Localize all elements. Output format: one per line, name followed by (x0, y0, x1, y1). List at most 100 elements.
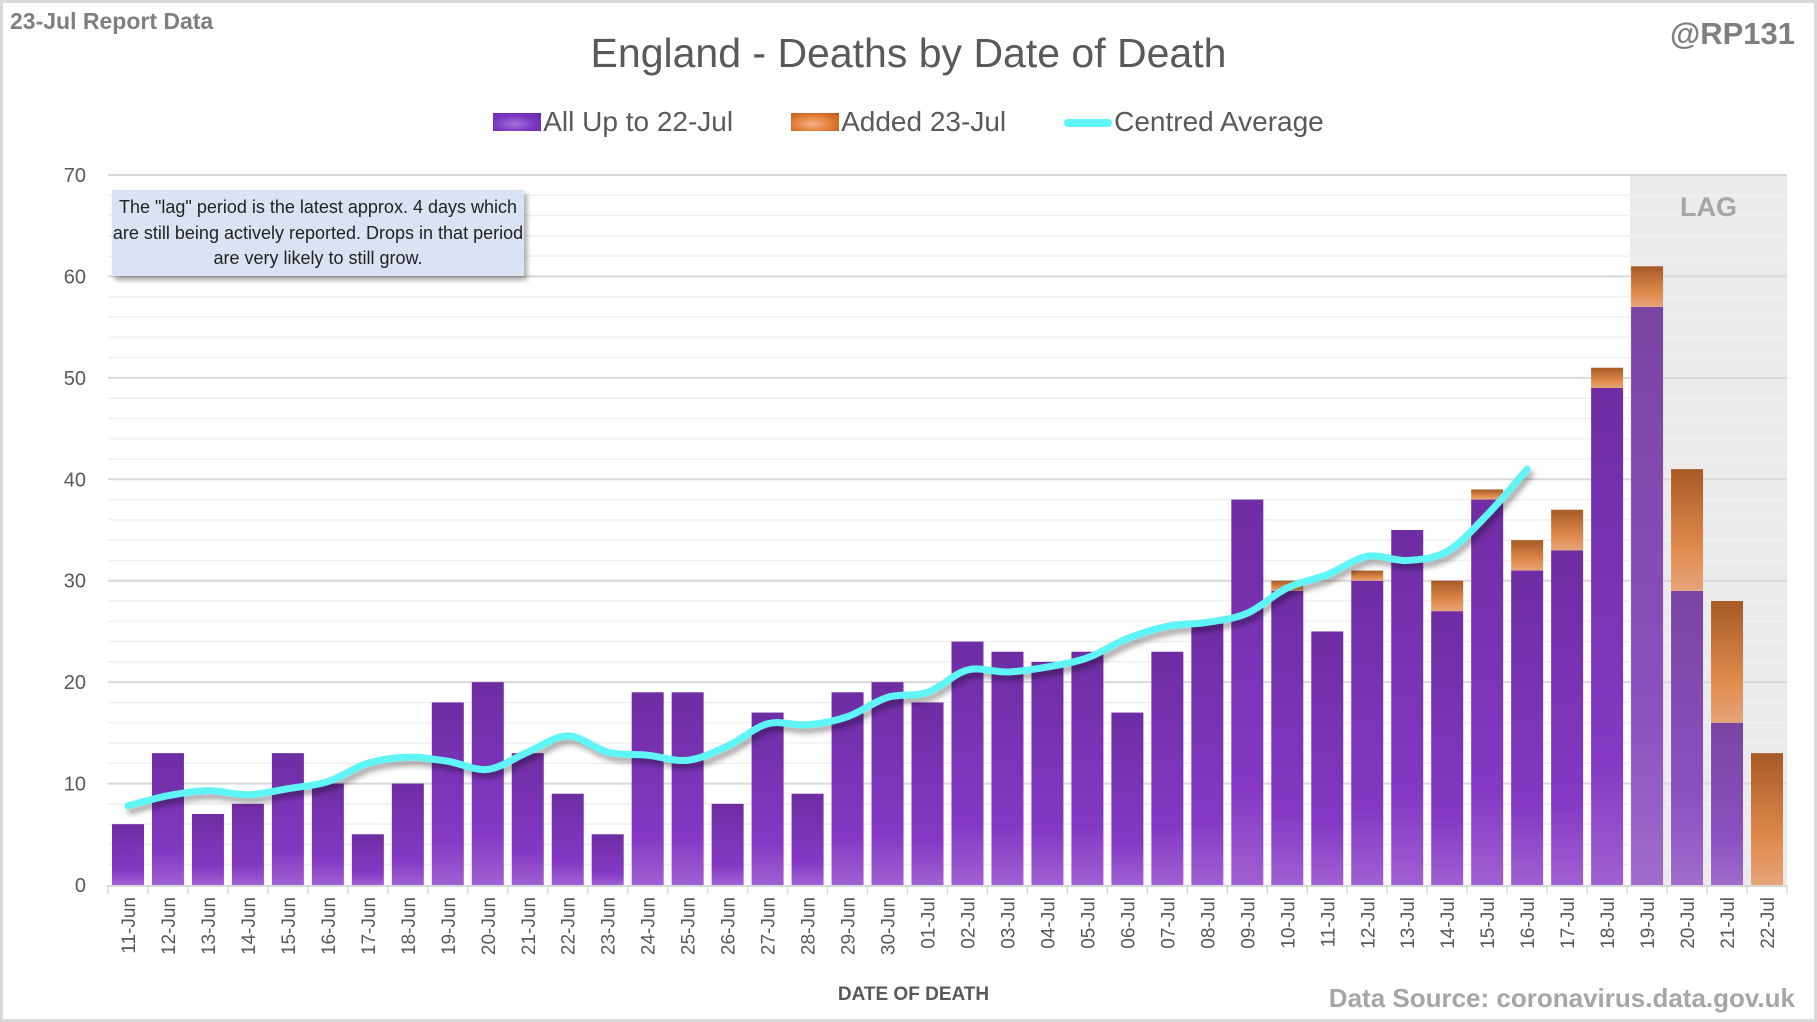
bar-all-up-to (1391, 530, 1424, 885)
bar-all-up-to (1311, 631, 1344, 885)
x-tick-label: 13-Jun (199, 897, 220, 955)
bar-added (1631, 266, 1664, 307)
legend-swatch-purple-icon (493, 113, 542, 131)
bar-all-up-to (1671, 590, 1704, 885)
x-tick-label: 09-Jul (1238, 897, 1259, 949)
bar-added (1511, 540, 1544, 571)
x-tick-label: 04-Jul (1038, 897, 1059, 949)
x-tick-label: 16-Jun (319, 897, 340, 955)
chart-title: England - Deaths by Date of Death (590, 30, 1227, 76)
x-tick-label: 08-Jul (1198, 897, 1219, 949)
x-tick-label: 02-Jul (958, 897, 979, 949)
bar-all-up-to (1231, 499, 1264, 885)
bar-all-up-to (1591, 388, 1624, 885)
legend-item-added: Added 23-Jul (791, 106, 1006, 138)
report-date-tag: 23-Jul Report Data (10, 8, 214, 34)
x-tick-label: 12-Jun (159, 897, 180, 955)
legend: All Up to 22-Jul Added 23-Jul Centred Av… (0, 106, 1817, 138)
y-tick-label: 70 (64, 165, 86, 187)
x-tick-label: 29-Jun (839, 897, 860, 955)
bar-all-up-to (671, 692, 704, 885)
bar-added (1711, 601, 1744, 723)
x-tick-label: 20-Jul (1678, 897, 1699, 949)
x-tick-label: 18-Jun (399, 897, 420, 955)
x-tick-label: 22-Jun (559, 897, 580, 955)
x-tick-label: 26-Jun (719, 897, 740, 955)
centred-average-line (124, 465, 1531, 810)
x-tick-label: 10-Jul (1278, 897, 1299, 949)
x-tick-label: 03-Jul (998, 897, 1019, 949)
bar-all-up-to (751, 712, 784, 885)
bar-all-up-to (511, 753, 544, 885)
x-tick-label: 13-Jul (1398, 897, 1419, 949)
bar-all-up-to (1111, 712, 1144, 885)
bar-all-up-to (1631, 306, 1664, 885)
bar-all-up-to (831, 692, 864, 885)
bar-added (1351, 570, 1384, 581)
bar-all-up-to (111, 824, 144, 885)
bar-all-up-to (711, 803, 744, 885)
bar-all-up-to (271, 753, 304, 885)
x-tick-label: 28-Jun (799, 897, 820, 955)
x-tick-label: 23-Jun (599, 897, 620, 955)
bar-added (1671, 469, 1704, 591)
y-tick-label: 10 (64, 774, 86, 796)
bar-all-up-to (351, 834, 384, 885)
bar-all-up-to (471, 682, 504, 885)
legend-label: Centred Average (1114, 106, 1324, 137)
bar-all-up-to (311, 783, 344, 885)
x-tick-label: 14-Jul (1438, 897, 1459, 949)
bar-added (1751, 753, 1784, 885)
bar-all-up-to (1511, 570, 1544, 885)
legend-label: Added 23-Jul (841, 106, 1007, 137)
y-tick-label: 60 (64, 266, 86, 288)
bar-all-up-to (791, 793, 824, 885)
bar-all-up-to (631, 692, 664, 885)
legend-line-cyan-icon (1064, 119, 1113, 127)
x-tick-label: 17-Jun (359, 897, 380, 955)
bar-all-up-to (991, 651, 1024, 885)
bar-added (1471, 489, 1504, 500)
x-tick-label: 05-Jul (1078, 897, 1099, 949)
y-tick-label: 20 (64, 672, 86, 694)
bar-all-up-to (191, 814, 224, 885)
bar-all-up-to (1271, 590, 1304, 885)
x-tick-label: 16-Jul (1518, 897, 1539, 949)
x-tick-label: 15-Jul (1478, 897, 1499, 949)
bar-all-up-to (591, 834, 624, 885)
lag-note-box: The "lag" period is the latest approx. 4… (112, 190, 524, 276)
bar-all-up-to (1431, 611, 1464, 885)
y-tick-label: 40 (64, 469, 86, 491)
x-tick-label: 22-Jul (1758, 897, 1779, 949)
x-tick-label: 17-Jul (1558, 897, 1579, 949)
bar-all-up-to (1711, 722, 1744, 885)
bar-all-up-to (1031, 661, 1064, 885)
x-tick-label: 30-Jun (879, 897, 900, 955)
legend-item-average: Centred Average (1064, 106, 1324, 138)
bar-all-up-to (391, 783, 424, 885)
x-tick-label: 21-Jun (519, 897, 540, 955)
bar-added (1551, 509, 1584, 551)
legend-label: All Up to 22-Jul (543, 106, 734, 137)
x-tick-label: 19-Jul (1638, 897, 1659, 949)
legend-item-all-up-to: All Up to 22-Jul (493, 106, 733, 138)
bar-all-up-to (911, 702, 944, 885)
bar-all-up-to (431, 702, 464, 885)
y-tick-label: 30 (64, 571, 86, 593)
lag-label: LAG (1680, 192, 1737, 222)
bar-all-up-to (231, 803, 264, 885)
x-axis-title: DATE OF DEATH (837, 984, 990, 1005)
x-tick-label: 15-Jun (279, 897, 300, 955)
x-tick-label: 20-Jun (479, 897, 500, 955)
bar-all-up-to (1191, 621, 1224, 885)
bar-all-up-to (1151, 651, 1184, 885)
x-tick-label: 11-Jul (1318, 897, 1339, 947)
x-tick-label: 24-Jun (639, 897, 660, 955)
bar-all-up-to (151, 753, 184, 885)
x-tick-label: 01-Jul (919, 897, 940, 949)
x-tick-label: 18-Jul (1598, 897, 1619, 949)
x-tick-label: 14-Jun (239, 897, 260, 955)
x-tick-label: 19-Jun (439, 897, 460, 955)
y-tick-label: 0 (75, 875, 86, 897)
